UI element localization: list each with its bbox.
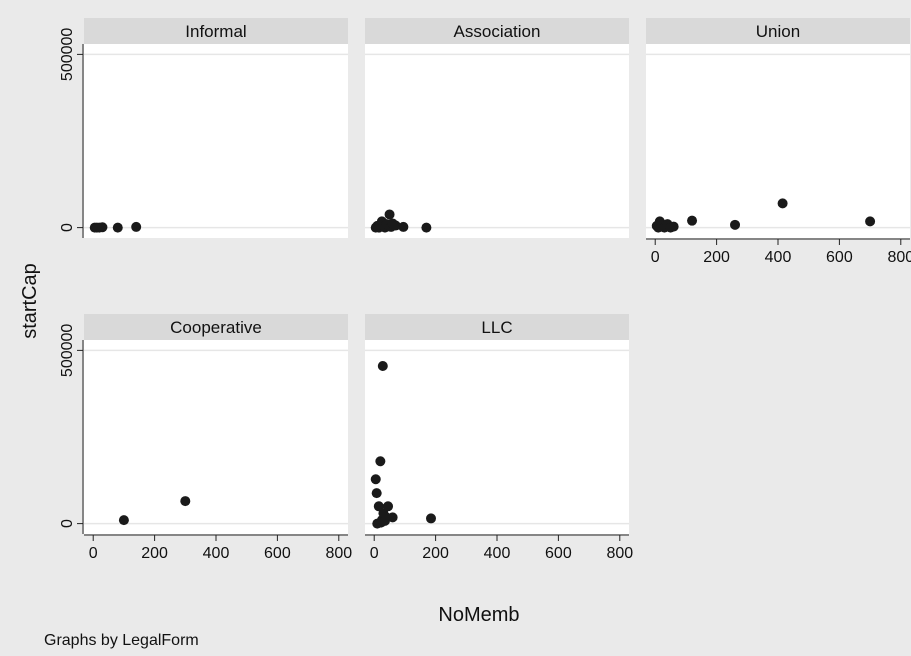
point-union — [777, 198, 788, 209]
point-association — [390, 220, 401, 231]
x-tick-label-union: 400 — [765, 249, 792, 266]
x-tick-label-cooperative: 800 — [325, 545, 352, 562]
y-tick-label-informal: 0 — [59, 223, 76, 232]
panel-header-informal — [84, 18, 348, 44]
y-tick-label-cooperative: 0 — [59, 519, 76, 528]
point-llc — [426, 513, 436, 524]
x-axis-title: NoMemb — [438, 604, 519, 626]
point-union — [730, 219, 741, 230]
x-tick-label-cooperative: 200 — [141, 545, 168, 562]
panel-llc — [365, 340, 629, 534]
point-cooperative — [180, 496, 191, 507]
point-association — [421, 222, 432, 233]
point-informal — [97, 222, 108, 233]
panel-header-llc — [365, 314, 629, 340]
point-association — [384, 209, 395, 220]
point-llc — [371, 488, 382, 499]
panel-header-association — [365, 18, 629, 44]
point-association — [398, 221, 409, 232]
panel-header-cooperative — [84, 314, 348, 340]
point-llc — [370, 474, 381, 485]
point-union — [865, 216, 876, 227]
x-tick-label-llc: 600 — [545, 545, 572, 562]
x-tick-label-llc: 400 — [484, 545, 511, 562]
panel-association — [365, 44, 629, 238]
point-union — [687, 215, 698, 226]
y-tick-label-cooperative: 500000 — [59, 324, 76, 377]
point-llc — [383, 501, 394, 512]
panel-informal — [84, 44, 348, 238]
x-tick-label-llc: 200 — [422, 545, 449, 562]
panel-title-llc: LLC — [481, 318, 512, 337]
graphs-by-note: Graphs by LegalForm — [44, 632, 199, 649]
point-cooperative — [118, 515, 129, 526]
point-informal — [112, 222, 123, 233]
x-tick-label-llc: 0 — [370, 545, 379, 562]
x-tick-label-union: 200 — [703, 249, 730, 266]
x-tick-label-cooperative: 0 — [89, 545, 98, 562]
x-tick-label-cooperative: 600 — [264, 545, 291, 562]
panel-title-association: Association — [454, 22, 541, 41]
panel-title-cooperative: Cooperative — [170, 318, 262, 337]
panel-union — [646, 44, 910, 238]
x-tick-label-cooperative: 400 — [203, 545, 230, 562]
y-axis-title: startCap — [19, 263, 41, 339]
y-tick-label-informal: 500000 — [59, 28, 76, 81]
x-tick-label-union: 0 — [651, 249, 660, 266]
panel-title-informal: Informal — [185, 22, 246, 41]
panel-header-union — [646, 18, 910, 44]
x-tick-label-llc: 800 — [606, 545, 633, 562]
point-llc — [375, 456, 386, 467]
point-llc — [387, 512, 398, 523]
point-llc — [377, 360, 388, 371]
x-tick-label-union: 800 — [887, 249, 911, 266]
panel-title-union: Union — [756, 22, 800, 41]
x-tick-label-union: 600 — [826, 249, 853, 266]
point-union — [668, 221, 679, 232]
point-informal — [131, 221, 142, 232]
panel-cooperative — [84, 340, 348, 534]
